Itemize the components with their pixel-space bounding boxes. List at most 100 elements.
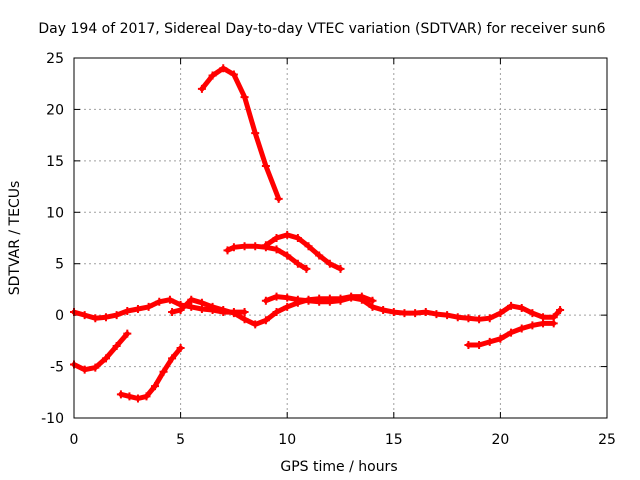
data-point — [229, 243, 238, 252]
data-point — [151, 382, 160, 391]
data-point — [507, 328, 516, 337]
series-track-8 — [71, 331, 130, 373]
y-tick-label: -5 — [50, 360, 64, 376]
data-point — [80, 365, 89, 374]
data-point — [176, 344, 185, 353]
data-point — [223, 246, 232, 255]
data-point — [144, 302, 153, 311]
data-point — [165, 295, 174, 304]
data-point — [528, 321, 537, 330]
data-point — [517, 303, 526, 312]
data-point — [229, 70, 238, 79]
data-point — [283, 230, 292, 239]
series-track-2 — [225, 243, 309, 272]
y-tick-label: 25 — [46, 51, 64, 67]
data-point — [549, 319, 558, 328]
data-point — [464, 314, 473, 323]
data-point — [528, 309, 537, 318]
data-point — [421, 308, 430, 317]
data-point — [325, 297, 334, 306]
x-tick-label: 10 — [278, 432, 296, 448]
data-point — [304, 242, 313, 251]
data-point — [432, 310, 441, 319]
data-point — [219, 64, 228, 73]
data-point — [496, 309, 505, 318]
y-tick-label: 20 — [46, 102, 64, 118]
y-tick-label: 5 — [55, 257, 64, 273]
data-point — [112, 342, 121, 350]
data-point — [485, 314, 494, 323]
data-point — [159, 367, 168, 376]
data-point — [142, 392, 151, 401]
data-point — [272, 234, 281, 242]
data-point — [274, 194, 283, 203]
x-tick-label: 15 — [385, 432, 403, 448]
data-point — [176, 306, 185, 314]
data-point — [116, 390, 125, 399]
data-point — [208, 71, 217, 80]
y-tick-label: -10 — [41, 411, 64, 427]
data-point — [197, 298, 206, 307]
x-tick-label: 5 — [176, 432, 185, 448]
data-point — [336, 296, 345, 305]
data-point — [229, 309, 238, 318]
data-point — [261, 316, 270, 325]
data-point — [283, 302, 292, 311]
data-point — [293, 295, 302, 304]
data-point — [123, 307, 132, 316]
data-point — [133, 304, 142, 313]
data-point — [315, 297, 324, 306]
series-track-1 — [199, 65, 282, 202]
grid-lines — [74, 58, 607, 418]
axis-ticks: 0 5 10 15 20 25 -10 -5 0 5 10 15 20 25 — [41, 51, 616, 448]
data-point — [168, 354, 177, 363]
data-point — [155, 297, 164, 306]
data-point — [357, 295, 366, 304]
data-point — [411, 309, 420, 318]
data-marks — [70, 64, 565, 403]
data-point — [293, 259, 302, 268]
y-tick-label: 10 — [46, 205, 64, 221]
data-point — [379, 306, 388, 314]
data-point — [485, 337, 494, 346]
data-point — [112, 311, 121, 320]
data-point — [283, 251, 292, 260]
data-point — [80, 311, 89, 320]
x-tick-label: 25 — [598, 432, 616, 448]
x-tick-label: 20 — [491, 432, 509, 448]
data-point — [443, 311, 452, 320]
data-point — [240, 93, 249, 102]
data-point — [261, 162, 270, 170]
data-point — [389, 308, 398, 317]
data-point — [336, 264, 345, 273]
data-point — [496, 334, 505, 343]
x-axis-label: GPS time / hours — [280, 459, 397, 475]
data-point — [240, 308, 249, 317]
data-point — [304, 296, 313, 305]
data-point — [272, 308, 281, 317]
data-point — [240, 242, 249, 251]
data-point — [251, 242, 260, 251]
data-point — [261, 296, 270, 305]
data-point — [125, 392, 134, 401]
data-point — [251, 129, 260, 138]
data-point — [208, 302, 217, 311]
data-point — [539, 319, 548, 328]
data-point — [464, 340, 473, 349]
data-point — [91, 314, 100, 323]
data-point — [475, 340, 484, 349]
data-point — [272, 245, 281, 254]
data-point — [475, 315, 484, 324]
data-point — [272, 292, 281, 301]
data-point — [507, 301, 516, 310]
data-point — [187, 295, 196, 304]
data-point — [283, 293, 292, 302]
data-point — [219, 306, 228, 314]
data-point — [168, 308, 177, 317]
data-point — [261, 241, 270, 250]
data-point — [347, 293, 356, 302]
data-point — [368, 302, 377, 311]
data-point — [133, 394, 142, 403]
data-point — [101, 313, 110, 322]
